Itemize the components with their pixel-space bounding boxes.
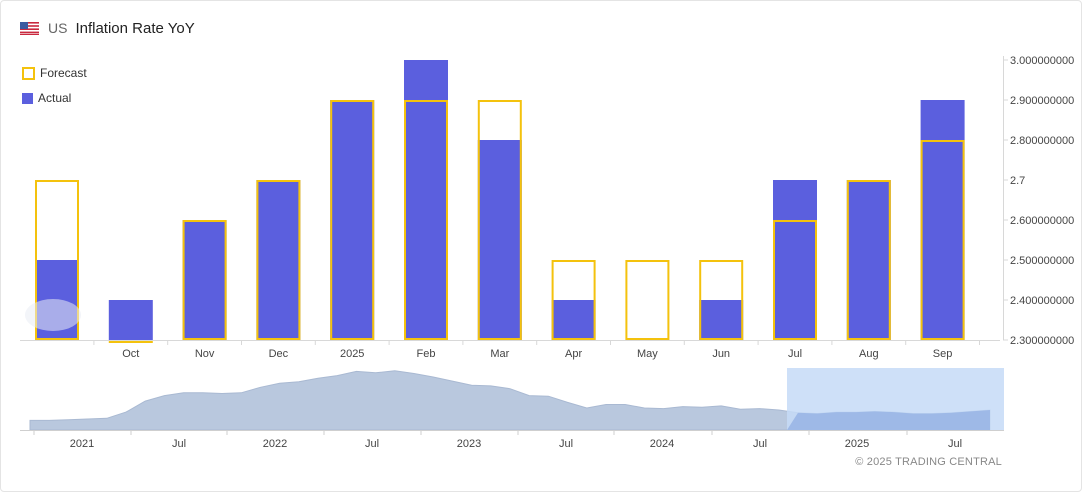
legend-forecast[interactable]: Forecast <box>22 66 87 80</box>
y-tick-label: 2.7 <box>1010 175 1025 187</box>
navigator-label: 2025 <box>845 438 869 450</box>
navigator-label: Jul <box>948 438 962 450</box>
forecast-swatch-icon <box>22 66 35 80</box>
x-tick-label: May <box>637 348 658 360</box>
y-tick-label: 3.000000000 <box>1010 55 1074 67</box>
legend-actual-label: Actual <box>38 91 72 105</box>
x-tick-label: Nov <box>195 348 215 360</box>
x-tick-label: Feb <box>417 348 436 360</box>
actual-bar[interactable] <box>404 60 448 340</box>
actual-bar[interactable] <box>108 300 153 340</box>
forecast-bar[interactable] <box>773 220 817 340</box>
forecast-bar[interactable] <box>182 220 227 340</box>
actual-bar[interactable] <box>330 100 375 340</box>
forecast-bar[interactable] <box>330 100 375 340</box>
actual-bar[interactable] <box>477 140 522 340</box>
actual-bar[interactable] <box>846 180 891 340</box>
x-tick-label: Oct <box>122 348 139 360</box>
forecast-bar[interactable] <box>846 180 891 340</box>
navigator-label: 2023 <box>457 438 481 450</box>
actual-bar[interactable] <box>182 220 227 340</box>
legend-forecast-label: Forecast <box>40 66 87 80</box>
chart-header: US Inflation Rate YoY <box>20 17 195 39</box>
actual-bar[interactable] <box>256 180 301 340</box>
y-tick-label: 2.900000000 <box>1010 95 1074 107</box>
navigator[interactable]: 2021 Jul 2022 Jul 2023 Jul 2024 Jul 2025 Jul <box>20 368 1004 450</box>
legend-actual[interactable]: Actual <box>22 91 71 105</box>
x-tick-label: Dec <box>269 348 289 360</box>
x-tick-label: Sep <box>933 348 953 360</box>
bar-group <box>25 60 965 343</box>
copyright-text: © 2025 TRADING CENTRAL <box>855 456 1002 468</box>
navigator-label: 2021 <box>70 438 94 450</box>
navigator-label: Jul <box>172 438 186 450</box>
forecast-bar[interactable] <box>625 260 670 340</box>
actual-bar[interactable] <box>773 180 817 340</box>
forecast-bar[interactable] <box>551 260 596 340</box>
x-tick-label: Jul <box>788 348 802 360</box>
navigator-label: Jul <box>365 438 379 450</box>
x-tick-label: Apr <box>565 348 582 360</box>
x-axis: Oct Nov Dec 2025 Feb Mar Apr May Jun Jul Aug Sep <box>20 340 1000 360</box>
x-tick-label: Jun <box>712 348 730 360</box>
y-tick-label: 2.600000000 <box>1010 215 1074 227</box>
forecast-bar[interactable] <box>108 340 153 343</box>
actual-swatch-icon <box>22 92 33 104</box>
country-label: US <box>48 20 68 36</box>
actual-bar[interactable] <box>551 300 596 340</box>
watermark-logo <box>25 299 81 331</box>
x-tick-label: Aug <box>859 348 879 360</box>
navigator-label: 2024 <box>650 438 674 450</box>
forecast-bar[interactable] <box>404 100 448 340</box>
x-tick-label: 2025 <box>340 348 364 360</box>
y-tick-label: 2.500000000 <box>1010 255 1074 267</box>
navigator-label: Jul <box>559 438 573 450</box>
navigator-label: Jul <box>753 438 767 450</box>
forecast-bar[interactable] <box>256 180 301 340</box>
y-axis: 3.000000000 2.900000000 2.800000000 2.7 2.60… <box>1003 55 1074 347</box>
forecast-bar[interactable] <box>477 100 522 340</box>
actual-bar[interactable] <box>699 300 744 340</box>
forecast-bar[interactable] <box>699 260 744 340</box>
y-tick-label: 2.400000000 <box>1010 295 1074 307</box>
y-tick-label: 2.300000000 <box>1010 335 1074 347</box>
chart-title: Inflation Rate YoY <box>75 19 195 37</box>
x-tick-label: Mar <box>490 348 509 360</box>
us-flag-icon <box>20 21 39 35</box>
forecast-bar[interactable] <box>35 180 79 340</box>
actual-bar[interactable] <box>920 100 965 340</box>
y-tick-label: 2.800000000 <box>1010 135 1074 147</box>
forecast-bar[interactable] <box>920 140 965 340</box>
navigator-label: 2022 <box>263 438 287 450</box>
navigator-selected-area <box>787 410 990 430</box>
